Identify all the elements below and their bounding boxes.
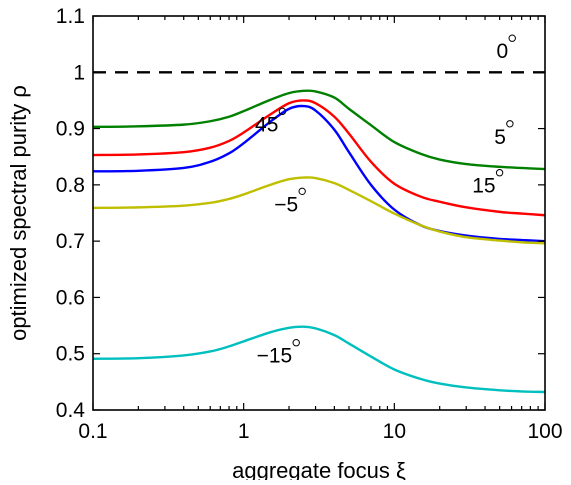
curve-label-2: 15 xyxy=(472,175,495,198)
series-line-2 xyxy=(92,99,546,217)
y-axis-label: optimized spectral purity ρ xyxy=(6,85,31,341)
y-tick-label: 0.4 xyxy=(56,399,86,422)
curve-label-1: 5 xyxy=(494,126,506,149)
ticks xyxy=(92,15,546,411)
tick-labels: 0.1 1 10 100 0.4 0.5 0.6 0.7 0.8 0.9 1 1.1 xyxy=(56,5,563,443)
y-tick-label: 0.5 xyxy=(56,343,85,366)
y-tick-label: 0.7 xyxy=(56,230,85,253)
y-tick-label: 0.9 xyxy=(56,118,85,141)
curve-label-5: −15 xyxy=(257,345,293,368)
plot-frame xyxy=(92,15,546,411)
series-line-4 xyxy=(92,176,546,245)
series-line-3 xyxy=(92,104,546,243)
y-tick-label: 0.8 xyxy=(56,174,85,197)
curve-label-0: 0 xyxy=(497,40,509,63)
series-line-1 xyxy=(92,89,546,171)
x-tick-label: 1 xyxy=(238,420,250,443)
y-tick-label: 0.6 xyxy=(56,286,85,309)
curve-labels: 0 5 15 45 −5 −15 xyxy=(255,34,516,368)
degree-symbol xyxy=(495,169,504,177)
degree-symbol xyxy=(278,107,287,116)
curve-label-3: 45 xyxy=(255,113,278,136)
degree-symbol xyxy=(292,339,300,347)
x-tick-label: 10 xyxy=(383,420,406,443)
curve-label-4: −5 xyxy=(274,193,298,216)
degree-symbol xyxy=(298,187,306,196)
degree-symbol xyxy=(506,120,514,128)
y-tick-label: 1 xyxy=(73,61,85,84)
plot-lines xyxy=(92,71,546,394)
x-axis-label: aggregate focus ξ xyxy=(232,458,406,480)
x-tick-label: 0.1 xyxy=(78,420,107,443)
series-line-5 xyxy=(92,325,546,394)
degree-symbol xyxy=(508,34,516,42)
y-tick-label: 1.1 xyxy=(56,5,85,28)
x-tick-label: 100 xyxy=(527,420,562,443)
